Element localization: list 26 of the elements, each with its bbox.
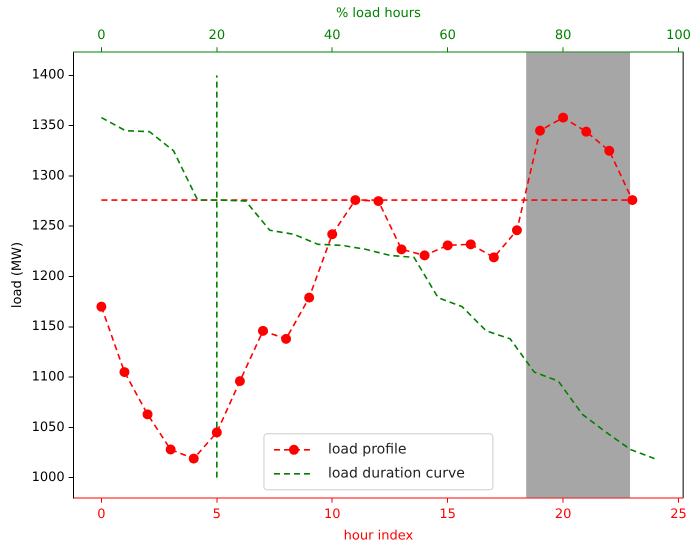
y-tick-label: 1200: [32, 268, 65, 284]
legend-label: load duration curve: [328, 465, 465, 482]
x2-tick-label: 60: [439, 28, 456, 43]
y-tick-label: 1250: [32, 218, 65, 234]
x-tick-label: 15: [439, 506, 456, 522]
y-tick-label: 1100: [32, 369, 65, 384]
x-tick-label: 5: [212, 506, 221, 522]
x-axis-title: hour index: [344, 528, 414, 544]
y-tick-label: 1400: [32, 68, 65, 83]
x2-axis-title: % load hours: [336, 6, 422, 22]
legend-label: load profile: [328, 441, 407, 458]
x-tick-label: 10: [324, 506, 341, 522]
y-axis-title: load (MW): [10, 242, 26, 308]
x2-tick-label: 0: [97, 28, 106, 43]
x2-tick-label: 20: [208, 28, 226, 43]
y-tick-label: 1000: [32, 470, 65, 486]
x2-tick-label: 40: [324, 28, 341, 43]
y-tick-label: 1300: [32, 168, 65, 184]
x-tick-label: 0: [97, 506, 106, 522]
x2-tick-label: 80: [554, 28, 572, 43]
x-tick-label: 20: [554, 506, 572, 522]
y-tick-label: 1150: [32, 319, 65, 334]
y-tick-label: 1050: [32, 420, 65, 435]
y-tick-label: 1350: [32, 118, 65, 134]
x2-tick-label: 100: [666, 28, 691, 43]
x-tick-label: 25: [670, 506, 687, 522]
